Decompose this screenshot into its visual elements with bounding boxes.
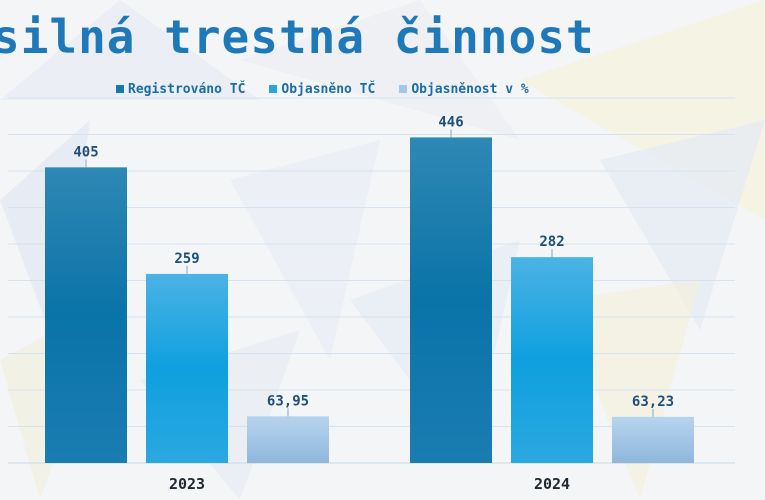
- legend-swatch-objasneno: [269, 85, 278, 93]
- x-tick-label: 2023: [169, 475, 205, 493]
- bar-2024-series-0: [410, 137, 492, 464]
- data-label: 259: [174, 251, 199, 267]
- x-tick-labels-group: 2023 2024: [169, 475, 570, 493]
- data-labels-group: 405 259 63,95 446 282 63,23: [73, 114, 674, 417]
- legend-label-objasnenost: Objasněnost v %: [411, 81, 529, 97]
- legend-label-objasneno: Objasněno TČ: [281, 81, 376, 97]
- data-label: 446: [438, 114, 463, 130]
- data-label: 282: [539, 234, 564, 250]
- bar-2023-series-2: [247, 416, 329, 463]
- legend-label-registrovano: Registrováno TČ: [128, 81, 246, 97]
- chart-legend: Registrováno TČ Objasněno TČ Objasněnost…: [116, 80, 529, 98]
- bar-2024-series-2: [612, 416, 694, 463]
- bar-2024-series-1: [511, 257, 593, 463]
- data-label: 405: [73, 144, 98, 160]
- bar-2023-series-0: [45, 167, 127, 463]
- legend-swatch-registrovano: [116, 85, 124, 93]
- data-label: 63,23: [632, 394, 674, 410]
- chart-title: silná trestná činnost: [0, 10, 595, 64]
- legend-swatch-objasnenost: [399, 85, 408, 93]
- legend-item-objasneno: Objasněno TČ: [269, 82, 375, 97]
- bar-2023-series-1: [146, 273, 228, 463]
- bars-group: [45, 137, 694, 464]
- data-label: 63,95: [267, 393, 309, 409]
- legend-item-objasnenost: Objasněnost v %: [399, 81, 529, 97]
- x-tick-label: 2024: [534, 475, 570, 493]
- legend-item-registrovano: Registrováno TČ: [116, 82, 245, 97]
